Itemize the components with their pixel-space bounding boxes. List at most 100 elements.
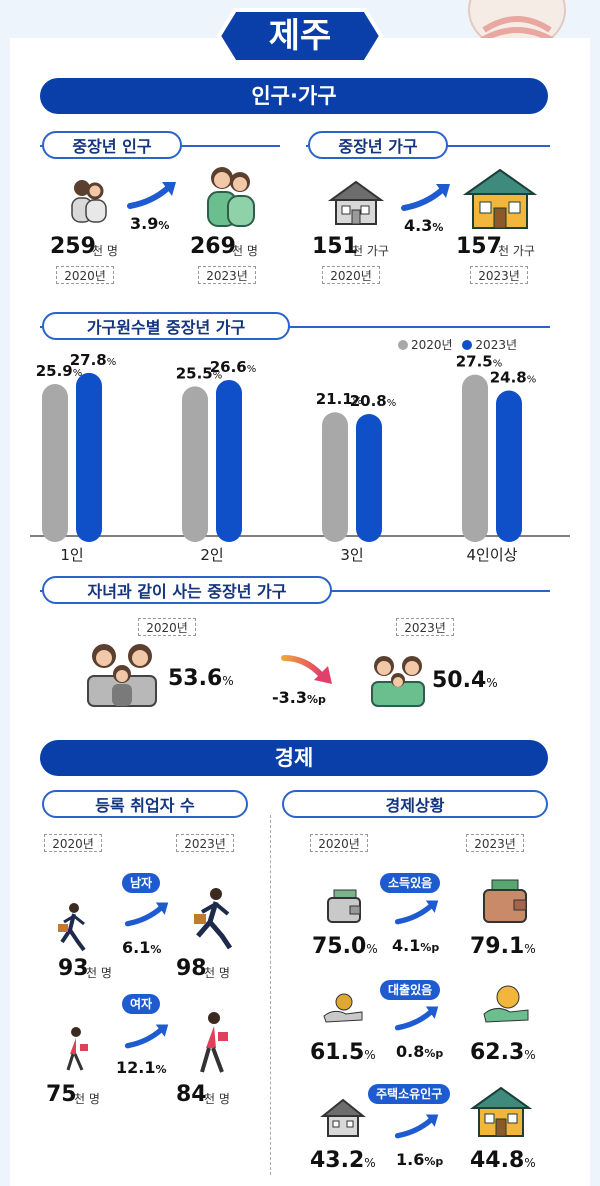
value: 53.6 — [168, 666, 223, 691]
category-label: 4인이상 — [467, 546, 518, 564]
unit: %p — [424, 1047, 444, 1060]
household-2023-unit: 천 가구 — [498, 244, 535, 258]
house-ownership-tag: 주택소유인구 — [368, 1084, 451, 1104]
population-2023-year: 2023년 — [198, 266, 256, 284]
legend-label-2020: 2020년 — [411, 338, 453, 352]
economic-status-title: 경제상황 — [282, 790, 548, 818]
unit: % — [364, 1156, 376, 1170]
coin-hand-small-icon — [323, 993, 363, 1023]
unit: % — [366, 942, 378, 956]
bar-value-unit: % — [353, 396, 363, 407]
increase-arrow-icon — [127, 182, 176, 209]
bar-value-unit: % — [213, 370, 223, 381]
rate-value: 3.9 — [130, 214, 159, 233]
population-title: 중장년 인구 — [42, 131, 182, 159]
income-change: 4.1%p — [392, 936, 439, 955]
unit: % — [524, 1156, 536, 1170]
female-2023-unit: 천 명 — [204, 1092, 230, 1106]
coin-hand-large-icon — [483, 985, 529, 1023]
male-2020-value: 93 — [58, 956, 89, 981]
income-2020-value: 75.0% — [312, 934, 378, 959]
value: -3.3 — [272, 688, 307, 707]
male-2023-value: 98 — [176, 956, 207, 981]
bar-2023년-4인이상 — [496, 390, 522, 542]
household-size-bar-chart: 25.9%27.8% 1인 25.5%26.6% 2인 21.1%20.8% 3인 27.5… — [30, 351, 570, 564]
loan-2023-value: 62.3% — [470, 1040, 536, 1065]
unit: % — [486, 676, 498, 690]
economic-year-2020: 2020년 — [310, 834, 368, 852]
children-title: 자녀과 같이 사는 중장년 가구 — [42, 576, 332, 604]
wallet-small-icon — [327, 889, 361, 923]
value: 4.1 — [392, 936, 421, 955]
family-gray-icon — [87, 644, 157, 707]
unit: %p — [306, 693, 326, 706]
unit: % — [155, 1063, 167, 1076]
bar-2023년-1인 — [76, 372, 102, 542]
value: 61.5 — [310, 1040, 365, 1065]
bar-value-unit: % — [247, 364, 257, 375]
house-large-icon — [462, 168, 538, 229]
value: 75.0 — [312, 934, 367, 959]
population-2023-unit: 천 명 — [232, 244, 258, 258]
population-2020-unit: 천 명 — [92, 244, 118, 258]
value: 1.6 — [396, 1150, 425, 1169]
bar-2023년-3인 — [356, 413, 382, 542]
population-2020-year: 2020년 — [56, 266, 114, 284]
value: 6.1 — [122, 938, 151, 957]
increase-arrow-icon — [124, 902, 169, 927]
legend-swatch-2020 — [398, 340, 408, 350]
pill-underline — [40, 326, 550, 328]
value: 44.8 — [470, 1148, 525, 1173]
legend-swatch-2023 — [462, 340, 473, 350]
man-running-large-icon — [194, 888, 233, 950]
bar-2023년-2인 — [216, 379, 242, 542]
unit: %p — [420, 941, 440, 954]
bar-value-unit: % — [107, 357, 117, 368]
region-badge: 제주 — [215, 6, 385, 66]
people-small-icon — [71, 180, 107, 223]
value: 50.4 — [432, 668, 487, 693]
economic-year-2023: 2023년 — [466, 834, 524, 852]
bar-value-label: 21.1% — [316, 390, 363, 408]
legend-label-2023: 2023년 — [475, 338, 518, 352]
household-2020-value: 151 — [312, 234, 358, 259]
bar-value-unit: % — [73, 368, 83, 379]
house-change: 1.6%p — [396, 1150, 443, 1169]
unit: % — [222, 674, 234, 688]
unit: % — [524, 942, 536, 956]
female-2020-value: 75 — [46, 1082, 77, 1107]
population-rate: 3.9% — [130, 214, 169, 233]
children-year-2023: 2023년 — [396, 618, 454, 636]
population-2020-value: 259 — [50, 234, 96, 259]
unit: % — [150, 943, 162, 956]
bar-2020년-4인이상 — [462, 374, 488, 542]
household-2020-year: 2020년 — [322, 266, 380, 284]
house-ownership-large-icon — [470, 1086, 532, 1137]
house-2023-value: 44.8% — [470, 1148, 536, 1173]
increase-arrow-icon — [394, 1006, 439, 1031]
income-2023-value: 79.1% — [470, 934, 536, 959]
bar-value-label: 27.5% — [456, 353, 503, 371]
increase-arrow-icon — [401, 184, 450, 211]
unit: %p — [424, 1155, 444, 1168]
bar-value-unit: % — [493, 359, 503, 370]
bar-2020년-3인 — [322, 412, 348, 542]
male-tag: 남자 — [122, 873, 161, 893]
knit-hat-illustration — [468, 0, 566, 44]
household-rate: 4.3% — [404, 216, 443, 235]
value: 62.3 — [470, 1040, 525, 1065]
house-small-icon — [327, 180, 385, 225]
value: 79.1 — [470, 934, 525, 959]
category-label: 2인 — [200, 546, 223, 564]
bar-value-label: 26.6% — [210, 358, 257, 376]
people-large-icon — [207, 167, 255, 227]
bar-value-label: 25.5% — [176, 364, 223, 382]
household-2020-unit: 천 가구 — [352, 244, 389, 258]
hexagon-badge-icon — [216, 8, 384, 64]
bar-2020년-2인 — [182, 386, 208, 542]
household-2023-value: 157 — [456, 234, 502, 259]
loan-change: 0.8%p — [396, 1042, 443, 1061]
male-2023-unit: 천 명 — [204, 966, 230, 980]
bar-value-label: 24.8% — [490, 369, 537, 387]
house-ownership-small-icon — [320, 1098, 366, 1137]
